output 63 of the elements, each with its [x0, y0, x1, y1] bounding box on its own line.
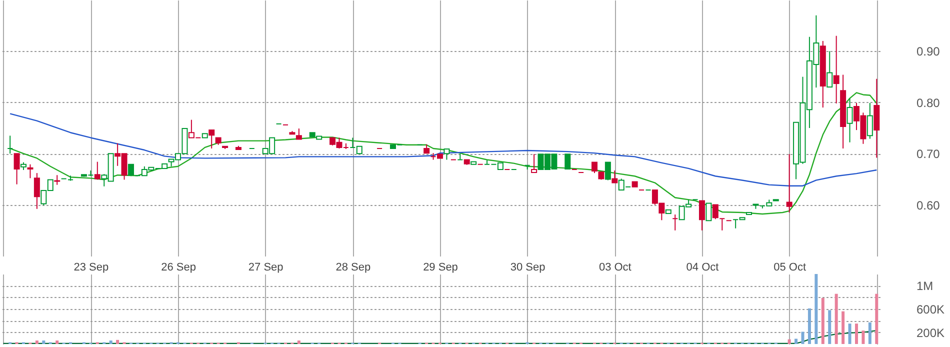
- candlestick: [14, 153, 20, 185]
- candlestick: [7, 135, 14, 154]
- bar: [794, 338, 798, 344]
- y-tick-label: 0.90: [916, 44, 940, 59]
- x-tick-label: 23 Sep: [74, 262, 109, 274]
- line-series: [2, 330, 878, 344]
- candlestick: [672, 214, 678, 231]
- candlestick: [54, 174, 60, 186]
- bar: [56, 340, 59, 344]
- bar: [875, 294, 878, 344]
- bar: [834, 294, 838, 344]
- candlestick: [826, 50, 833, 88]
- x-tick-label: 05 Oct: [774, 262, 806, 274]
- x-tick-label: 26 Sep: [161, 262, 196, 274]
- candlestick: [786, 154, 792, 213]
- candlestick: [719, 218, 726, 231]
- x-tick-label: 04 Oct: [686, 262, 719, 274]
- bar: [868, 322, 872, 344]
- candlestick: [94, 161, 100, 180]
- candlestick: [564, 154, 571, 170]
- bar: [814, 274, 818, 344]
- candlestick: [531, 154, 538, 174]
- bar: [848, 324, 852, 344]
- candlestick: [604, 162, 611, 181]
- bar: [109, 340, 112, 344]
- bar: [35, 340, 38, 344]
- bar: [801, 332, 804, 344]
- y-tick-label: 0.60: [916, 198, 940, 212]
- candlestick: [27, 164, 34, 179]
- x-tick-label: 03 Oct: [598, 262, 632, 274]
- bar: [42, 340, 46, 344]
- candlestick: [444, 148, 450, 160]
- bar: [842, 311, 845, 344]
- candlestick: [833, 35, 840, 104]
- y-tick-label: 200K: [916, 326, 945, 340]
- x-tick-label: 27 Sep: [248, 262, 284, 274]
- bar: [788, 339, 791, 344]
- bar: [854, 324, 858, 344]
- candlestick: [34, 172, 40, 210]
- candlestick: [612, 170, 618, 184]
- y-tick-label: 0.80: [916, 96, 940, 110]
- bar: [821, 298, 824, 344]
- y-tick-label: 600K: [916, 302, 945, 316]
- bar: [297, 340, 300, 344]
- candlestick: [866, 102, 873, 140]
- candlestick: [592, 162, 598, 174]
- line-series: [9, 92, 878, 215]
- candlestick: [208, 130, 215, 149]
- x-tick-label: 30 Sep: [510, 262, 546, 274]
- bar: [808, 308, 811, 344]
- x-tick-label: 29 Sep: [423, 262, 458, 274]
- candlestick: [712, 204, 718, 220]
- candlestick: [698, 200, 705, 231]
- y-tick-label: 1M: [916, 279, 934, 294]
- y-tick-label: 0.70: [916, 147, 940, 162]
- bar: [828, 310, 832, 344]
- candlestick: [296, 128, 302, 140]
- bar: [116, 340, 120, 344]
- candlestick: [846, 98, 853, 143]
- line-series: [9, 113, 878, 186]
- x-tick-label: 28 Sep: [336, 262, 371, 274]
- bar: [862, 330, 865, 344]
- candlestick: [706, 202, 712, 222]
